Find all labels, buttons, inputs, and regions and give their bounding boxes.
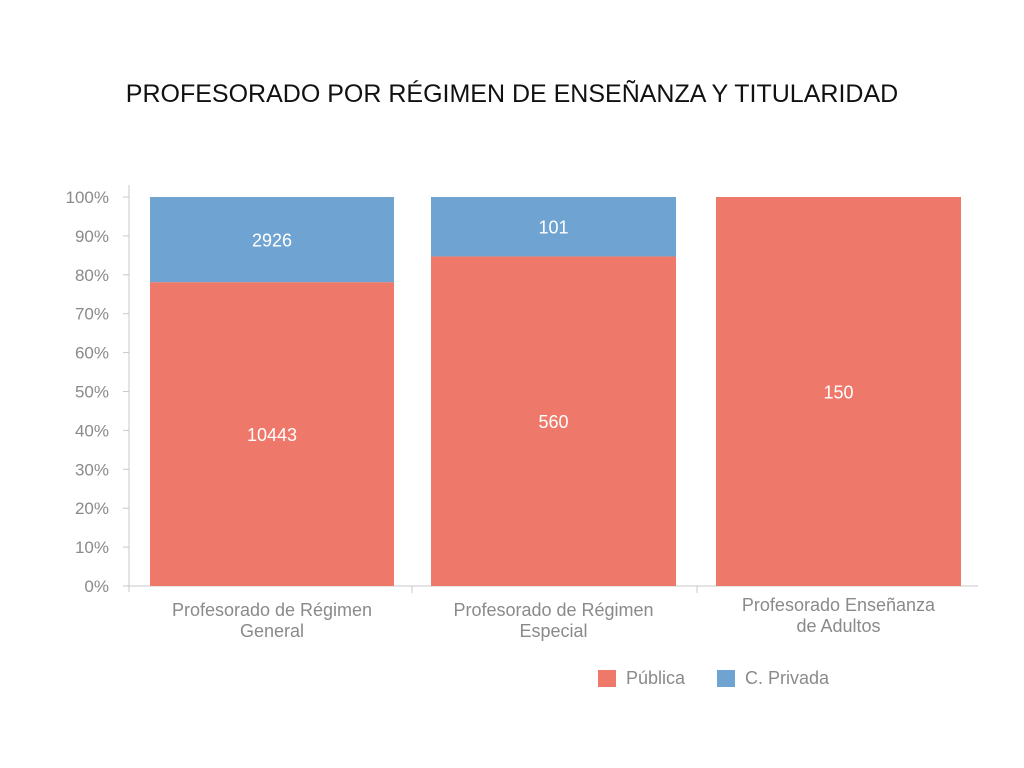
bar-segment-publica [716, 197, 961, 586]
y-tick-label: 80% [75, 266, 109, 285]
slide-title: PROFESORADO POR RÉGIMEN DE ENSEÑANZA Y T… [125, 80, 899, 108]
category-label: General [240, 621, 304, 641]
bar-segment-privada [150, 197, 394, 283]
legend-swatch-publica [598, 670, 616, 687]
y-tick-label: 10% [75, 538, 109, 557]
data-label: 2926 [252, 231, 292, 251]
legend-label: Pública [626, 668, 686, 688]
data-label: 101 [538, 218, 568, 238]
data-label: 150 [823, 383, 853, 403]
legend-label: C. Privada [745, 668, 830, 688]
category-label: Profesorado de Régimen [172, 600, 372, 620]
category-label: de Adultos [796, 616, 880, 636]
bar-segment-privada [431, 197, 676, 257]
category-label: Especial [519, 621, 587, 641]
bar-segment-publica [150, 282, 394, 586]
legend-swatch-privada [717, 670, 735, 687]
y-tick-label: 60% [75, 344, 109, 363]
y-tick-label: 70% [75, 305, 109, 324]
y-tick-label: 50% [75, 383, 109, 402]
category-label: Profesorado de Régimen [453, 600, 653, 620]
y-tick-label: 20% [75, 499, 109, 518]
y-tick-label: 90% [75, 227, 109, 246]
y-tick-label: 0% [84, 577, 109, 596]
y-tick-label: 30% [75, 460, 109, 479]
category-label: Profesorado Enseñanza [742, 595, 936, 615]
y-tick-label: 40% [75, 421, 109, 440]
data-label: 560 [538, 412, 568, 432]
y-tick-label: 100% [66, 188, 109, 207]
data-label: 10443 [247, 425, 297, 445]
bar-segment-publica [431, 256, 676, 586]
